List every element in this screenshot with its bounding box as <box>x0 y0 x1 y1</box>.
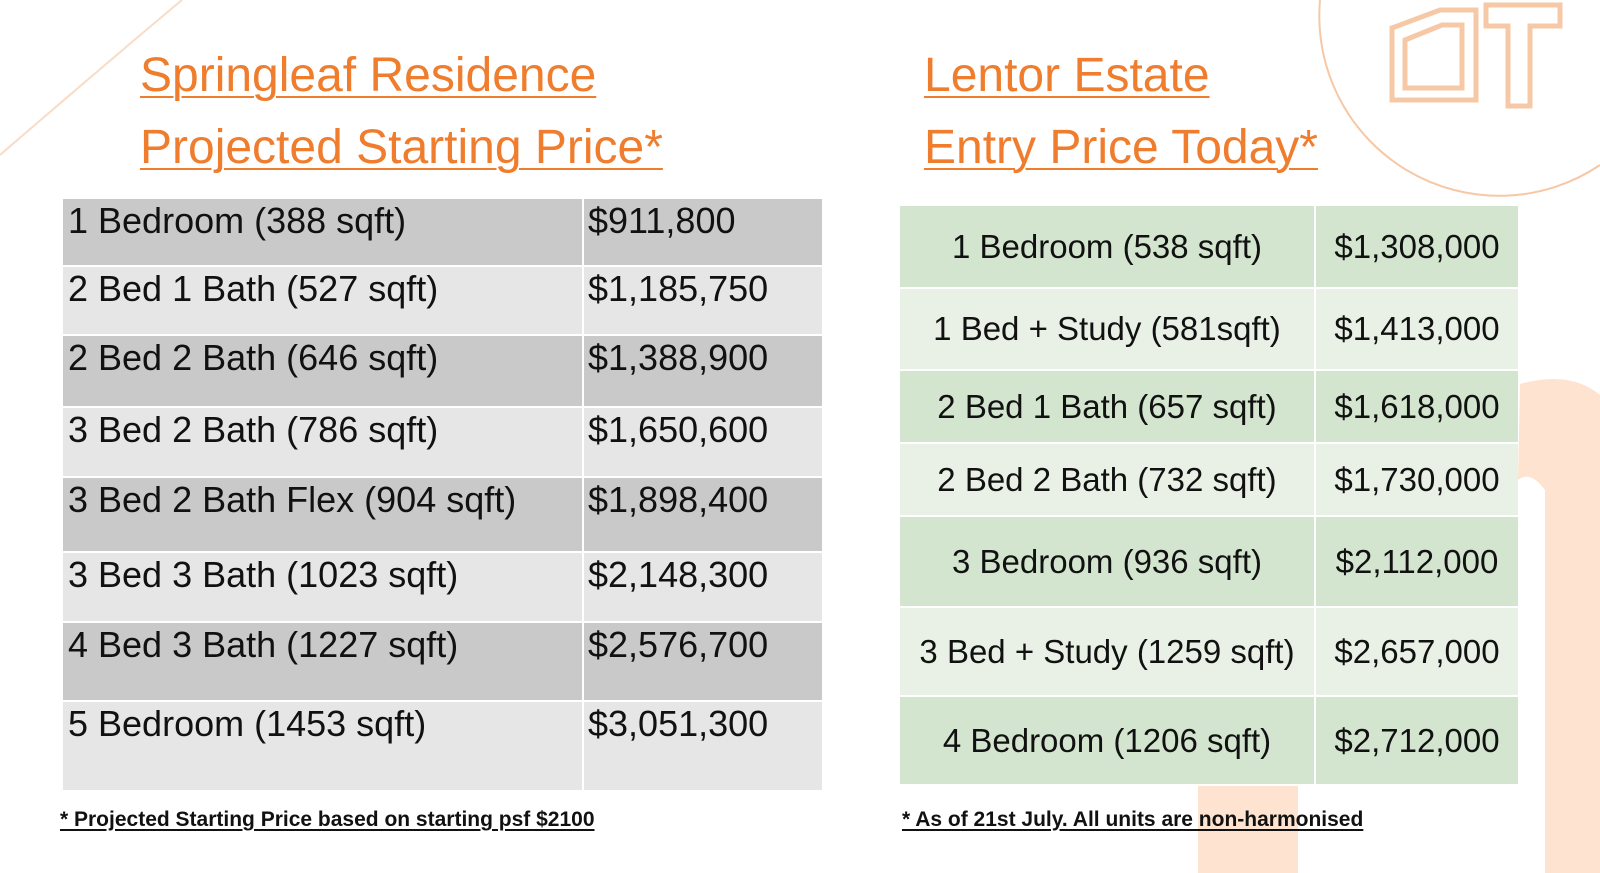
lentor-price-table: 1 Bedroom (538 sqft) $1,308,000 1 Bed + … <box>900 206 1518 786</box>
springleaf-heading: Springleaf Residence Projected Starting … <box>140 40 663 184</box>
price-cell: $1,650,600 <box>583 407 822 478</box>
unit-type-cell: 1 Bedroom (388 sqft) <box>63 199 584 267</box>
unit-type-cell: 2 Bed 1 Bath (657 sqft) <box>900 370 1316 444</box>
lentor-title: Lentor Estate <box>924 49 1210 102</box>
lentor-heading: Lentor Estate Entry Price Today* <box>924 40 1318 184</box>
unit-type-cell: 4 Bedroom (1206 sqft) <box>900 696 1316 786</box>
table-row: 5 Bedroom (1453 sqft) $3,051,300 <box>63 701 822 792</box>
lentor-subtitle: Entry Price Today* <box>924 121 1318 174</box>
table-row: 3 Bed 2 Bath Flex (904 sqft) $1,898,400 <box>63 477 822 553</box>
price-cell: $1,308,000 <box>1315 206 1518 289</box>
table-row: 3 Bed + Study (1259 sqft) $2,657,000 <box>900 607 1518 697</box>
price-cell: $911,800 <box>583 199 822 267</box>
logo-watermark-icon <box>1389 2 1563 109</box>
table-row: 4 Bed 3 Bath (1227 sqft) $2,576,700 <box>63 622 822 702</box>
unit-type-cell: 4 Bed 3 Bath (1227 sqft) <box>63 622 584 702</box>
springleaf-footnote: * Projected Starting Price based on star… <box>60 808 595 831</box>
unit-type-cell: 3 Bed 3 Bath (1023 sqft) <box>63 552 584 623</box>
unit-type-cell: 3 Bed + Study (1259 sqft) <box>900 607 1316 697</box>
price-cell: $2,712,000 <box>1315 696 1518 786</box>
price-cell: $1,388,900 <box>583 335 822 408</box>
unit-type-cell: 1 Bed + Study (581sqft) <box>900 288 1316 371</box>
table-row: 2 Bed 1 Bath (527 sqft) $1,185,750 <box>63 266 822 336</box>
price-cell: $1,898,400 <box>583 477 822 553</box>
springleaf-price-table: 1 Bedroom (388 sqft) $911,800 2 Bed 1 Ba… <box>63 199 822 792</box>
springleaf-title: Springleaf Residence <box>140 49 597 102</box>
table-row: 3 Bed 3 Bath (1023 sqft) $2,148,300 <box>63 552 822 623</box>
unit-type-cell: 3 Bedroom (936 sqft) <box>900 516 1316 608</box>
unit-type-cell: 1 Bedroom (538 sqft) <box>900 206 1316 289</box>
unit-type-cell: 3 Bed 2 Bath Flex (904 sqft) <box>63 477 584 553</box>
unit-type-cell: 3 Bed 2 Bath (786 sqft) <box>63 407 584 478</box>
price-cell: $2,148,300 <box>583 552 822 623</box>
price-cell: $2,576,700 <box>583 622 822 702</box>
circle-outline-decoration <box>1318 0 1600 197</box>
table-row: 4 Bedroom (1206 sqft) $2,712,000 <box>900 696 1518 786</box>
lentor-footnote: * As of 21st July. All units are non-har… <box>902 808 1364 831</box>
unit-type-cell: 5 Bedroom (1453 sqft) <box>63 701 584 792</box>
price-cell: $1,413,000 <box>1315 288 1518 371</box>
unit-type-cell: 2 Bed 2 Bath (732 sqft) <box>900 443 1316 517</box>
table-row: 2 Bed 1 Bath (657 sqft) $1,618,000 <box>900 370 1518 444</box>
table-row: 1 Bed + Study (581sqft) $1,413,000 <box>900 288 1518 371</box>
price-cell: $2,112,000 <box>1315 516 1518 608</box>
price-cell: $1,730,000 <box>1315 443 1518 517</box>
unit-type-cell: 2 Bed 1 Bath (527 sqft) <box>63 266 584 336</box>
table-row: 1 Bedroom (388 sqft) $911,800 <box>63 199 822 267</box>
table-row: 3 Bed 2 Bath (786 sqft) $1,650,600 <box>63 407 822 478</box>
springleaf-subtitle: Projected Starting Price* <box>140 121 663 174</box>
price-cell: $1,185,750 <box>583 266 822 336</box>
unit-type-cell: 2 Bed 2 Bath (646 sqft) <box>63 335 584 408</box>
table-row: 2 Bed 2 Bath (646 sqft) $1,388,900 <box>63 335 822 408</box>
table-row: 1 Bedroom (538 sqft) $1,308,000 <box>900 206 1518 289</box>
price-cell: $3,051,300 <box>583 701 822 792</box>
table-row: 2 Bed 2 Bath (732 sqft) $1,730,000 <box>900 443 1518 517</box>
price-cell: $1,618,000 <box>1315 370 1518 444</box>
table-row: 3 Bedroom (936 sqft) $2,112,000 <box>900 516 1518 608</box>
price-cell: $2,657,000 <box>1315 607 1518 697</box>
number-one-decoration <box>1518 378 1600 873</box>
